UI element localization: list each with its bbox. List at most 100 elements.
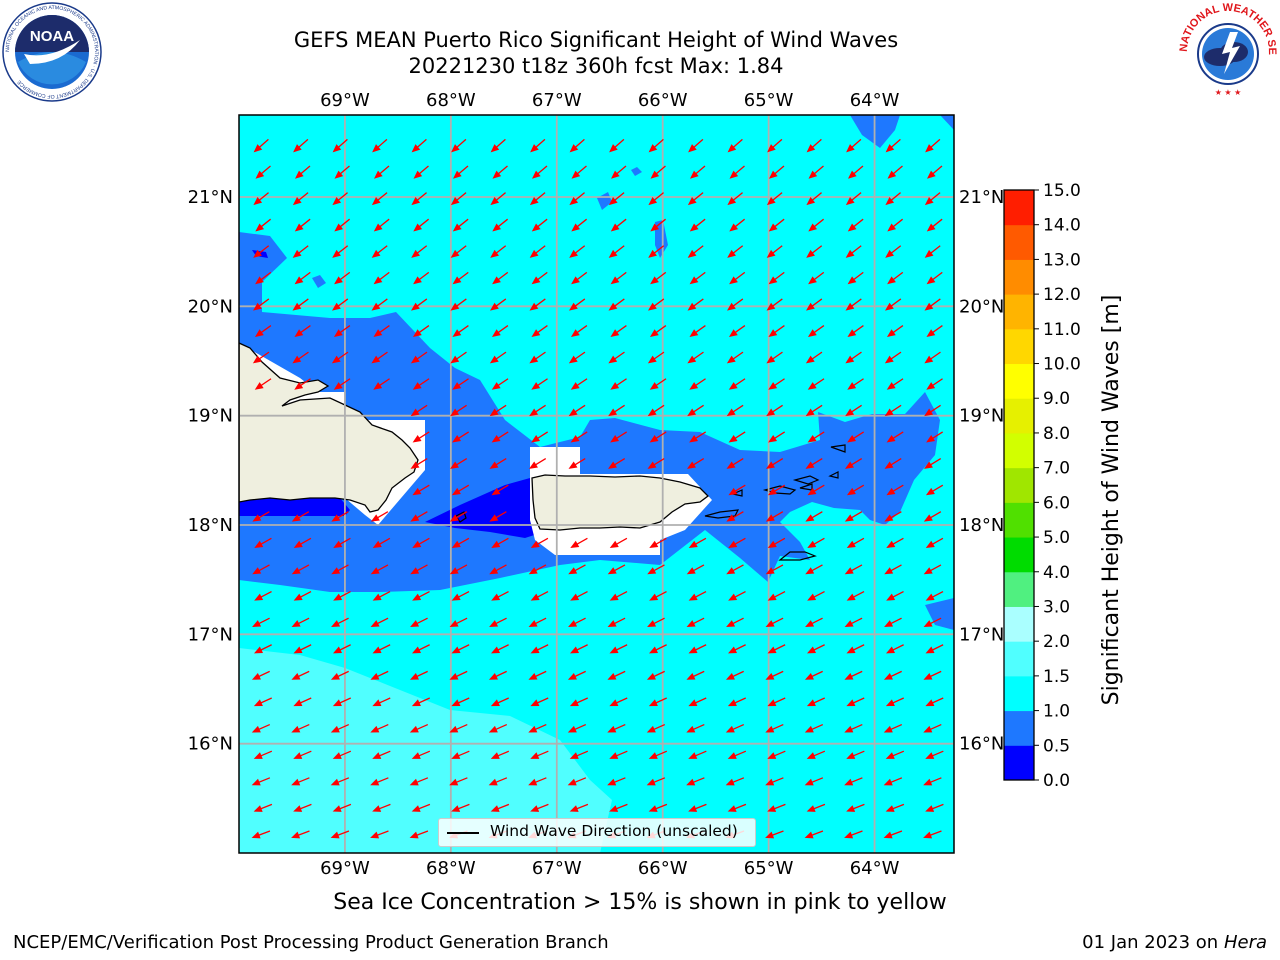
wind-direction-arrow-head — [728, 487, 738, 496]
wind-direction-arrow-head — [847, 434, 857, 443]
wind-direction-arrow-head — [453, 170, 462, 179]
wind-direction-arrow-head — [291, 725, 301, 733]
wind-direction-arrow-head — [332, 144, 342, 153]
wind-direction-arrow-head — [650, 170, 660, 179]
wind-direction-arrow-head — [687, 461, 696, 469]
wind-direction-arrow-head — [531, 276, 541, 285]
wind-direction-arrow-head — [490, 249, 499, 258]
wind-direction-arrow-head — [807, 487, 817, 496]
wind-direction-arrow-head — [291, 672, 301, 680]
wind-direction-arrow-head — [768, 276, 778, 285]
wind-direction-arrow-head — [729, 276, 738, 285]
wind-direction-arrow-head — [807, 540, 817, 548]
wind-direction-arrow-head — [610, 223, 620, 232]
wind-direction-arrow-head — [646, 672, 656, 680]
wind-direction-arrow-head — [883, 831, 893, 839]
wind-direction-arrow-head — [449, 567, 459, 575]
wind-direction-arrow-head — [488, 725, 498, 733]
wind-direction-arrow-head — [607, 778, 617, 786]
wind-direction-arrow-head — [412, 540, 422, 548]
wind-direction-arrow-head — [294, 329, 304, 337]
wind-direction-arrow-head — [767, 646, 777, 654]
wind-direction-arrow-head — [649, 593, 659, 601]
wave-field-patch-3 — [312, 275, 326, 288]
wind-direction-arrow-head — [291, 620, 301, 628]
wind-direction-arrow-head — [252, 620, 262, 628]
wind-direction-arrow-head — [294, 223, 304, 232]
wind-direction-arrow-head — [726, 567, 736, 575]
wind-direction-arrow-head — [451, 144, 460, 153]
wind-direction-arrow-head — [923, 514, 933, 522]
wind-direction-arrow-head — [412, 434, 422, 443]
wind-direction-arrow-head — [532, 170, 541, 179]
wind-direction-arrow-head — [411, 144, 421, 153]
wind-direction-arrow-head — [528, 778, 538, 786]
wind-direction-arrow-head — [332, 699, 342, 707]
wind-direction-arrow-head — [411, 302, 420, 311]
wind-direction-arrow-head — [451, 699, 461, 707]
wind-direction-arrow-head — [923, 672, 933, 680]
wind-direction-arrow-head — [649, 646, 659, 654]
wave-field-patch-se — [925, 598, 954, 630]
wind-direction-arrow-head — [805, 355, 815, 364]
noaa-logo-text: NOAA — [30, 28, 74, 45]
wind-direction-arrow-head — [844, 567, 854, 575]
wind-direction-arrow-head — [688, 540, 698, 548]
wind-direction-arrow-head — [805, 567, 815, 575]
wind-direction-arrow-head — [689, 434, 699, 443]
wind-direction-arrow-head — [844, 778, 854, 786]
wind-direction-arrow-head — [330, 672, 340, 680]
wind-direction-arrow-head — [845, 197, 855, 206]
wind-direction-arrow-head — [372, 805, 382, 812]
wind-direction-arrow-head — [768, 329, 778, 337]
wind-direction-arrow-head — [846, 593, 856, 601]
wind-direction-arrow-head — [293, 593, 303, 601]
colorbar-tick-label: 1.0 — [1043, 702, 1070, 722]
wave-field-low-2 — [239, 498, 350, 516]
wind-direction-arrow-head — [568, 567, 578, 575]
wind-direction-arrow-head — [409, 778, 419, 786]
colorbar-tick-label: 13.0 — [1043, 250, 1081, 270]
wind-direction-arrow-head — [885, 805, 895, 812]
wind-direction-arrow-head — [608, 408, 618, 417]
wind-direction-arrow-head — [413, 223, 423, 232]
wind-direction-arrow-head — [845, 461, 854, 469]
wind-direction-arrow-head — [845, 408, 855, 417]
wind-direction-arrow-head — [650, 276, 659, 285]
wind-direction-arrow-head — [255, 170, 265, 179]
wind-direction-arrow-head — [609, 805, 619, 812]
wind-direction-arrow-head — [609, 593, 619, 601]
wind-direction-arrow-head — [766, 249, 776, 258]
wind-direction-arrow-head — [293, 805, 303, 812]
wind-direction-arrow-head — [570, 434, 580, 443]
svg-text:★ ★ ★: ★ ★ ★ — [1215, 88, 1242, 97]
wind-direction-arrow-head — [569, 249, 578, 258]
wind-direction-arrow-head — [884, 514, 894, 522]
wind-direction-arrow-head — [728, 593, 738, 601]
wind-direction-arrow-head — [370, 778, 380, 786]
wind-direction-arrow-head — [727, 752, 737, 759]
wind-direction-arrow-head — [844, 514, 854, 522]
wind-direction-arrow-head — [571, 170, 581, 179]
wave-field-southwest-band — [239, 648, 612, 853]
wind-direction-arrow-head — [688, 805, 698, 812]
wind-direction-arrow-head — [647, 355, 657, 364]
wind-direction-arrow-head — [530, 144, 539, 153]
wind-direction-arrow-head — [371, 302, 381, 311]
colorbar-segment — [1004, 294, 1034, 330]
wind-direction-arrow-head — [412, 646, 422, 654]
lat-tick-label-left: 20°N — [188, 296, 233, 317]
colorbar-tick-label: 12.0 — [1043, 285, 1081, 305]
mona-island — [455, 511, 467, 523]
wind-direction-arrow-head — [846, 540, 856, 548]
wind-direction-arrow-head — [848, 170, 857, 179]
lat-tick-label-right: 16°N — [959, 734, 1004, 755]
wind-direction-arrow-head — [331, 514, 341, 522]
wind-direction-arrow-head — [451, 593, 461, 601]
wind-direction-arrow-head — [253, 699, 263, 707]
wind-direction-arrow-head — [330, 831, 340, 839]
wind-direction-arrow-head — [808, 170, 818, 179]
wind-direction-arrow-head — [491, 593, 501, 601]
wind-direction-arrow-head — [728, 382, 738, 390]
wind-direction-arrow-head — [925, 699, 935, 707]
